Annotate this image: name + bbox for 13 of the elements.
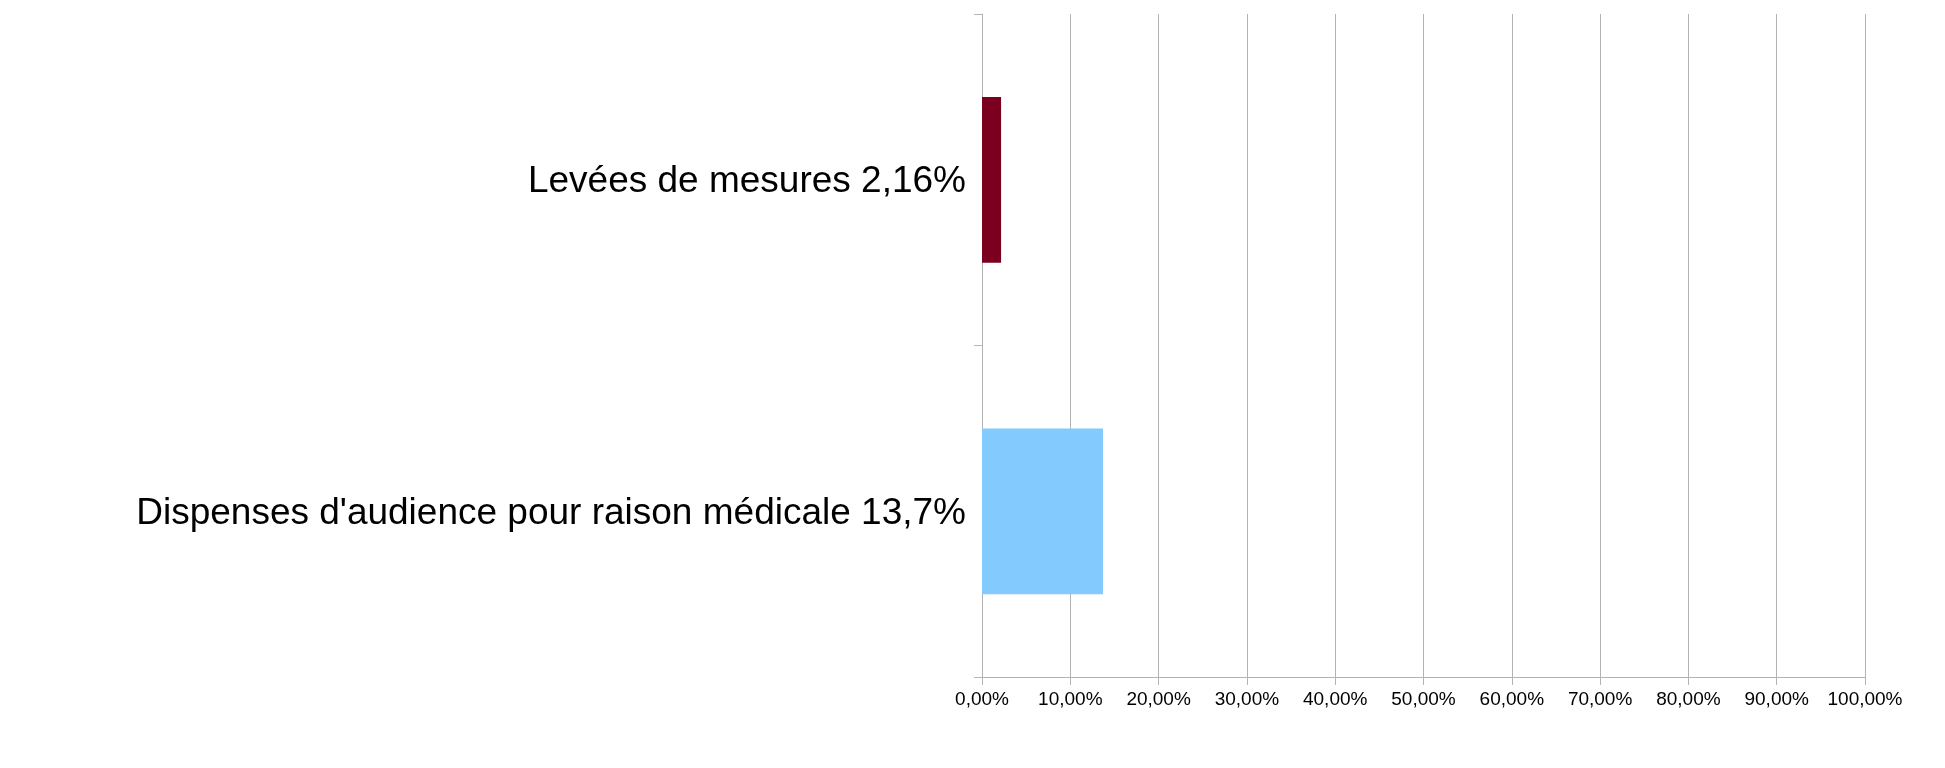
x-tick-label: 20,00% — [1126, 688, 1191, 709]
x-tick-label: 50,00% — [1391, 688, 1456, 709]
x-tick-label: 0,00% — [955, 688, 1010, 709]
x-tick-label: 60,00% — [1479, 688, 1545, 709]
x-tick-label: 30,00% — [1214, 688, 1280, 709]
x-tick-label: 90,00% — [1744, 688, 1810, 709]
y-tick-label: Dispenses d'audience pour raison médicale 13,7% — [136, 490, 966, 532]
x-tick-label: 70,00% — [1567, 688, 1633, 709]
x-tick-label: 40,00% — [1302, 688, 1368, 709]
x-tick-label: 80,00% — [1656, 688, 1721, 709]
x-tick-label: 100,00% — [1827, 688, 1903, 709]
x-tick-label: 10,00% — [1038, 688, 1103, 709]
y-tick-label: Levées de mesures 2,16% — [527, 159, 966, 201]
